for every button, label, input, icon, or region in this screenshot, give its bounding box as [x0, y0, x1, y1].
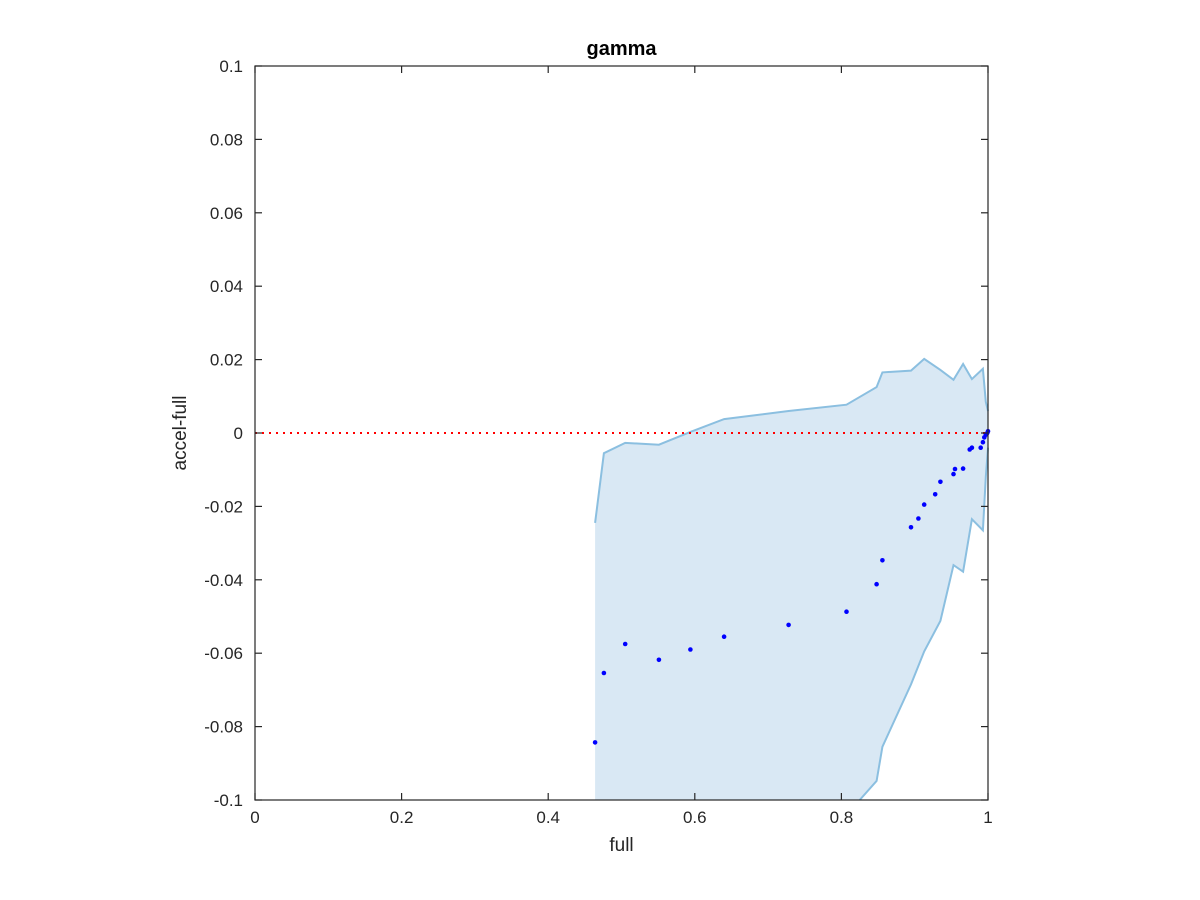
data-point	[592, 740, 598, 745]
y-tick-label: 0.1	[219, 57, 243, 76]
data-point	[622, 641, 628, 647]
x-tick-labels: 0 0.2 0.4 0.6 0.8 1	[250, 808, 992, 827]
y-tick-label: 0.08	[210, 130, 243, 149]
data-point	[601, 670, 607, 676]
data-point	[951, 471, 956, 477]
y-tick-label: -0.06	[204, 644, 243, 663]
data-point	[874, 581, 879, 587]
data-point	[932, 492, 938, 497]
x-tick-label: 0.6	[683, 808, 707, 827]
data-point	[980, 439, 986, 445]
y-tick-label: -0.1	[214, 791, 243, 810]
x-tick-label: 0	[250, 808, 259, 827]
x-tick-label: 0.4	[536, 808, 560, 827]
data-point	[844, 609, 849, 614]
data-point	[880, 558, 885, 563]
y-tick-label: -0.08	[204, 718, 243, 737]
x-tick-label: 0.8	[830, 808, 854, 827]
data-point	[688, 647, 693, 652]
y-tick-label: -0.02	[204, 497, 243, 516]
y-tick-labels: -0.1 -0.08 -0.06 -0.04 -0.02 0 0.02 0.04 0.06 0.0…	[204, 57, 243, 810]
data-point	[960, 466, 966, 471]
y-tick-label: 0	[234, 424, 243, 443]
data-point	[952, 466, 958, 472]
band-lower-edge	[858, 447, 989, 801]
y-tick-label: 0.06	[210, 204, 243, 223]
data-point	[921, 502, 927, 507]
band-fill	[595, 358, 988, 800]
band-upper-edge	[594, 357, 989, 524]
chart-title: gamma	[586, 38, 657, 60]
data-point	[969, 445, 975, 451]
x-tick-label: 1	[983, 808, 992, 827]
confidence-band	[594, 357, 989, 801]
data-point	[908, 525, 914, 530]
data-point	[656, 657, 662, 663]
y-tick-label: -0.04	[204, 571, 243, 590]
data-point	[721, 634, 727, 639]
data-point	[786, 622, 791, 628]
y-tick-label: 0.02	[210, 351, 243, 370]
data-points	[592, 428, 991, 745]
data-point	[978, 445, 983, 451]
x-axis-label: full	[609, 835, 633, 856]
axis-ticks	[254, 65, 989, 801]
data-point	[916, 516, 921, 521]
y-axis-label: accel-full	[170, 396, 191, 471]
x-tick-label: 0.2	[390, 808, 414, 827]
data-point	[938, 479, 943, 485]
y-tick-label: 0.04	[210, 277, 243, 296]
